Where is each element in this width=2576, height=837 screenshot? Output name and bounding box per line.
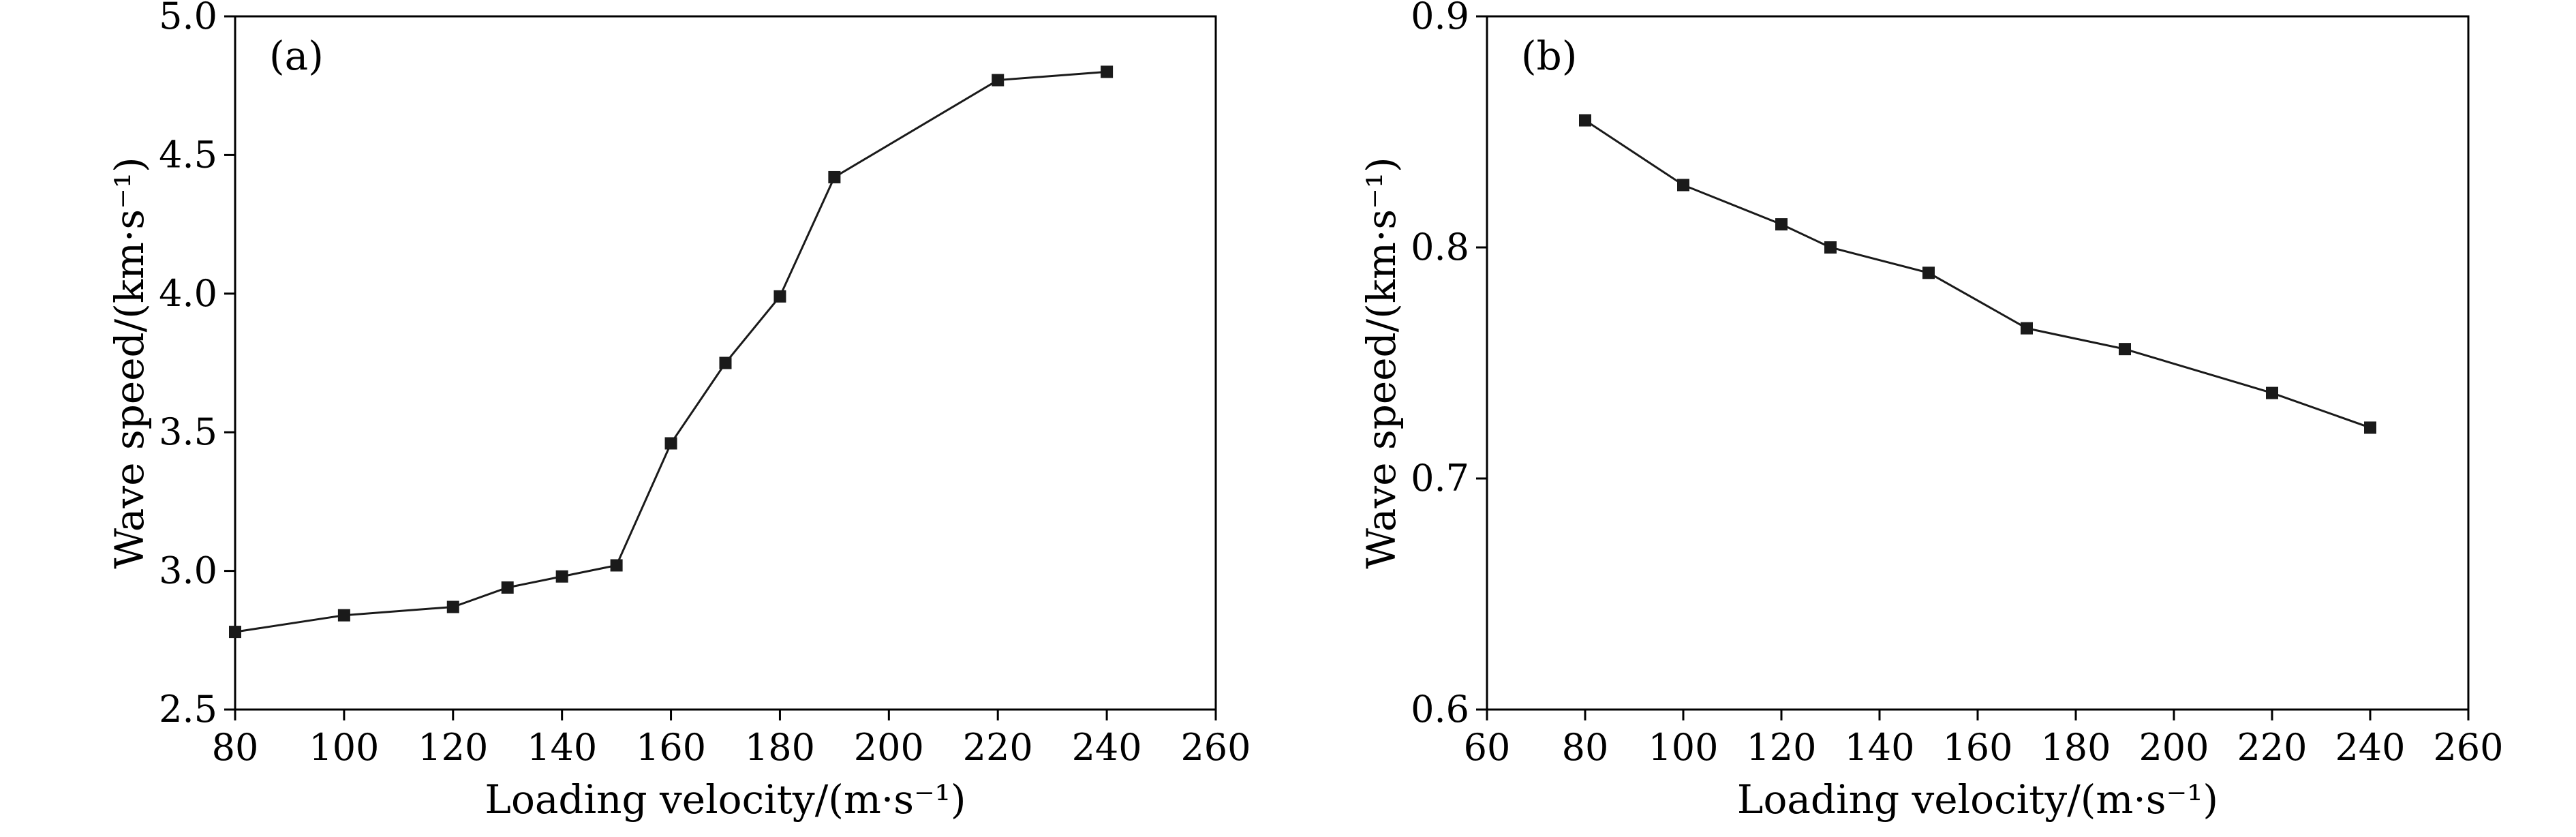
data-point-marker <box>1824 241 1837 254</box>
x-tick-label: 260 <box>2433 726 2503 769</box>
y-tick-label: 0.9 <box>1411 0 1469 37</box>
axis-frame <box>1486 15 2470 711</box>
y-axis-title: Wave speed/(km·s⁻¹) <box>106 157 153 568</box>
chart-b: 60 80 100 120 140 160 180 200 220 240 260 0.6 0.7 0.8… <box>1358 0 2504 823</box>
data-point-marker <box>1922 267 1935 279</box>
x-tick-label: 200 <box>2138 726 2209 769</box>
x-tick-label: 200 <box>854 726 924 769</box>
x-tick-label: 100 <box>1648 726 1718 769</box>
y-axis: 0.6 0.7 0.8 0.9 <box>1411 0 1487 731</box>
data-point-marker <box>992 74 1005 87</box>
x-axis: 60 80 100 120 140 160 180 200 220 240 260 <box>1464 710 2504 769</box>
data-point-marker <box>2364 421 2376 434</box>
x-tick-label: 180 <box>745 726 815 769</box>
data-point-marker <box>773 290 786 303</box>
data-point-marker <box>337 609 350 622</box>
y-tick-label: 4.0 <box>159 272 217 315</box>
data-point-marker <box>828 170 841 183</box>
data-point-marker <box>2021 322 2033 335</box>
y-axis-title: Wave speed/(km·s⁻¹) <box>1358 157 1405 568</box>
x-tick-label: 120 <box>418 726 488 769</box>
y-tick-label: 0.6 <box>1411 688 1469 731</box>
y-tick-label: 3.0 <box>159 549 217 592</box>
data-point-marker <box>446 600 459 613</box>
x-tick-label: 240 <box>2335 726 2405 769</box>
y-tick-label: 3.5 <box>159 410 217 453</box>
data-point-marker <box>1579 114 1591 127</box>
y-axis: 2.5 3.0 3.5 4.0 4.5 5.0 <box>159 0 235 731</box>
data-point-marker <box>1101 65 1114 78</box>
data-point-marker <box>2119 343 2131 356</box>
data-point-marker <box>664 437 677 450</box>
y-tick-label: 0.7 <box>1411 457 1469 500</box>
data-point-marker <box>555 570 568 583</box>
x-tick-label: 60 <box>1464 726 1511 769</box>
data-point-marker <box>1677 179 1689 192</box>
x-tick-label: 220 <box>963 726 1033 769</box>
x-tick-label: 80 <box>1562 726 1609 769</box>
x-tick-label: 120 <box>1746 726 1816 769</box>
data-point-marker <box>501 581 514 594</box>
x-tick-label: 240 <box>1072 726 1142 769</box>
x-tick-label: 100 <box>309 726 379 769</box>
chart-a: 80 100 120 140 160 180 200 220 240 260 2.5 3.0 3.5 4.… <box>106 0 1251 823</box>
figure-panel-a: 80 100 120 140 160 180 200 220 240 260 2.5 3.0 3.5 4.… <box>106 0 1251 823</box>
axis-frame <box>234 15 1217 711</box>
x-tick-label: 140 <box>527 726 597 769</box>
panel-label: (a) <box>269 33 324 79</box>
y-tick-label: 0.8 <box>1411 226 1469 269</box>
x-axis-title: Loading velocity/(m·s⁻¹) <box>1737 776 2218 823</box>
x-tick-label: 160 <box>1942 726 2012 769</box>
data-point-marker <box>1775 218 1788 231</box>
x-tick-label: 220 <box>2237 726 2307 769</box>
y-tick-label: 2.5 <box>159 688 217 731</box>
y-tick-label: 4.5 <box>159 133 217 176</box>
panel-label: (b) <box>1521 33 1577 79</box>
series-markers <box>1579 114 2376 434</box>
series-line <box>234 70 1107 633</box>
x-tick-label: 80 <box>212 726 259 769</box>
y-tick-label: 5.0 <box>159 0 217 37</box>
x-tick-label: 140 <box>1844 726 1914 769</box>
data-point-marker <box>229 626 241 639</box>
figure-panel-b: 60 80 100 120 140 160 180 200 220 240 260 0.6 0.7 0.8… <box>1288 0 2576 837</box>
x-tick-label: 160 <box>636 726 706 769</box>
data-point-marker <box>2266 386 2278 399</box>
series-line <box>1584 119 2371 429</box>
x-axis-title: Loading velocity/(m·s⁻¹) <box>485 776 966 823</box>
data-point-marker <box>719 356 732 369</box>
series-markers <box>229 65 1114 639</box>
x-tick-label: 260 <box>1180 726 1251 769</box>
x-tick-label: 180 <box>2040 726 2111 769</box>
x-axis: 80 100 120 140 160 180 200 220 240 260 <box>212 710 1251 769</box>
data-point-marker <box>610 559 623 572</box>
